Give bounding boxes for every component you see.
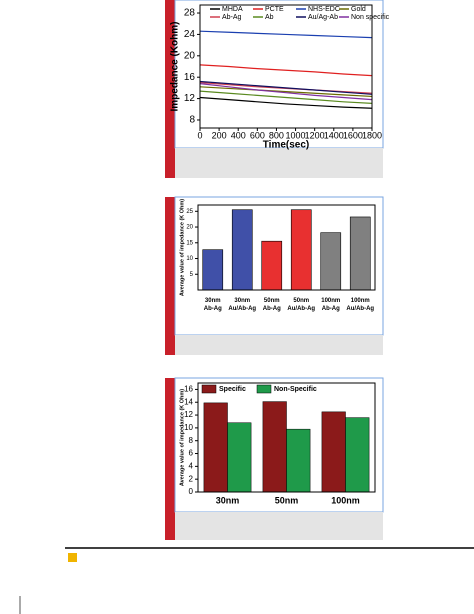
x-tick-label: 50nm	[275, 495, 299, 505]
legend-swatch	[201, 384, 217, 394]
data-line	[199, 64, 373, 77]
legend-label: Non-Specific	[274, 386, 317, 393]
bar	[262, 401, 287, 493]
caption-strip	[175, 512, 383, 540]
y-axis-label: Average value of impedance (K Ohm)	[179, 199, 185, 296]
bar	[320, 232, 342, 291]
y-tick-label: 25	[186, 209, 193, 215]
y-tick-label: 20	[186, 225, 193, 231]
y-axis-label: Impedance (Kohm)	[170, 21, 181, 111]
y-tick-label: 15	[186, 240, 193, 246]
bar	[345, 417, 370, 493]
data-line	[199, 90, 373, 104]
x-tick-label: 1200	[305, 130, 325, 140]
y-tick-label: 2	[189, 474, 194, 483]
y-tick-label: 8	[189, 115, 195, 126]
legend-label: Gold	[351, 6, 366, 13]
red-strip	[165, 0, 175, 178]
x-tick-label: 100nm	[331, 495, 360, 505]
bar	[227, 422, 252, 493]
x-tick-label: 1600	[343, 130, 363, 140]
x-tick-label: 1400	[324, 130, 344, 140]
data-line	[199, 83, 373, 101]
x-tick-label: 50nm Ab-Ag	[263, 298, 281, 312]
bar	[321, 411, 346, 493]
footer-square	[68, 553, 77, 562]
legend-swatch	[256, 384, 272, 394]
plot-frame	[199, 4, 373, 129]
y-tick-label: 6	[189, 449, 194, 458]
x-tick-label: 30nm Ab-Ag	[204, 298, 222, 312]
x-tick-label: 1800	[362, 130, 382, 140]
y-axis-label: Average value of impedance (K Ohm)	[179, 389, 185, 486]
y-tick-label: 12	[184, 410, 193, 419]
legend-label: Non specific	[351, 14, 390, 21]
bar	[286, 428, 311, 493]
y-tick-label: 4	[189, 461, 194, 470]
x-axis-label: Time(sec)	[263, 140, 310, 151]
data-line	[199, 96, 373, 109]
y-tick-label: 5	[190, 272, 194, 278]
bar	[261, 240, 283, 291]
legend-label: Ab-Ag	[222, 14, 242, 21]
x-tick-label: 0	[197, 130, 202, 140]
caption-strip	[175, 335, 383, 355]
y-tick-label: 24	[184, 29, 196, 40]
x-tick-label: 800	[269, 130, 284, 140]
red-strip	[165, 197, 175, 355]
x-tick-label: 200	[212, 130, 227, 140]
plot-frame	[197, 382, 376, 493]
bar	[203, 402, 228, 493]
y-tick-label: 10	[186, 256, 193, 262]
x-tick-label: 30nm Au/Ab-Ag	[228, 298, 256, 312]
legend-label: PCTE	[265, 6, 284, 13]
data-line	[199, 80, 373, 95]
x-tick-label: 1000	[286, 130, 306, 140]
y-tick-label: 16	[184, 385, 193, 394]
x-tick-label: 400	[231, 130, 246, 140]
red-strip	[165, 378, 175, 540]
data-line	[199, 30, 373, 39]
x-tick-label: 30nm	[216, 495, 240, 505]
legend-label: MHDA	[222, 6, 243, 13]
bar	[231, 209, 253, 291]
bar	[349, 216, 371, 291]
legend-label: Au/Ag-Ab	[308, 14, 338, 21]
x-tick-label: 100nm Au/Ab-Ag	[346, 298, 374, 312]
y-tick-label: 14	[184, 397, 193, 406]
y-tick-label: 16	[184, 72, 196, 83]
x-tick-label: 50nm Au/Ab-Ag	[287, 298, 315, 312]
bar	[202, 249, 224, 291]
legend-label: Specific	[219, 386, 246, 393]
y-tick-label: 28	[184, 8, 196, 19]
plot-frame	[197, 204, 376, 291]
y-tick-label: 20	[184, 50, 196, 61]
y-tick-label: 12	[184, 93, 196, 104]
x-tick-label: 600	[250, 130, 265, 140]
legend-label: NHS-EDC	[308, 6, 340, 13]
bar	[290, 209, 312, 291]
legend-label: Ab	[265, 14, 274, 21]
y-tick-label: 0	[189, 487, 194, 496]
y-tick-label: 8	[189, 436, 194, 445]
y-tick-label: 10	[184, 423, 193, 432]
caption-strip	[175, 148, 383, 178]
x-tick-label: 100nm Ab-Ag	[321, 298, 340, 312]
data-line	[199, 86, 373, 98]
